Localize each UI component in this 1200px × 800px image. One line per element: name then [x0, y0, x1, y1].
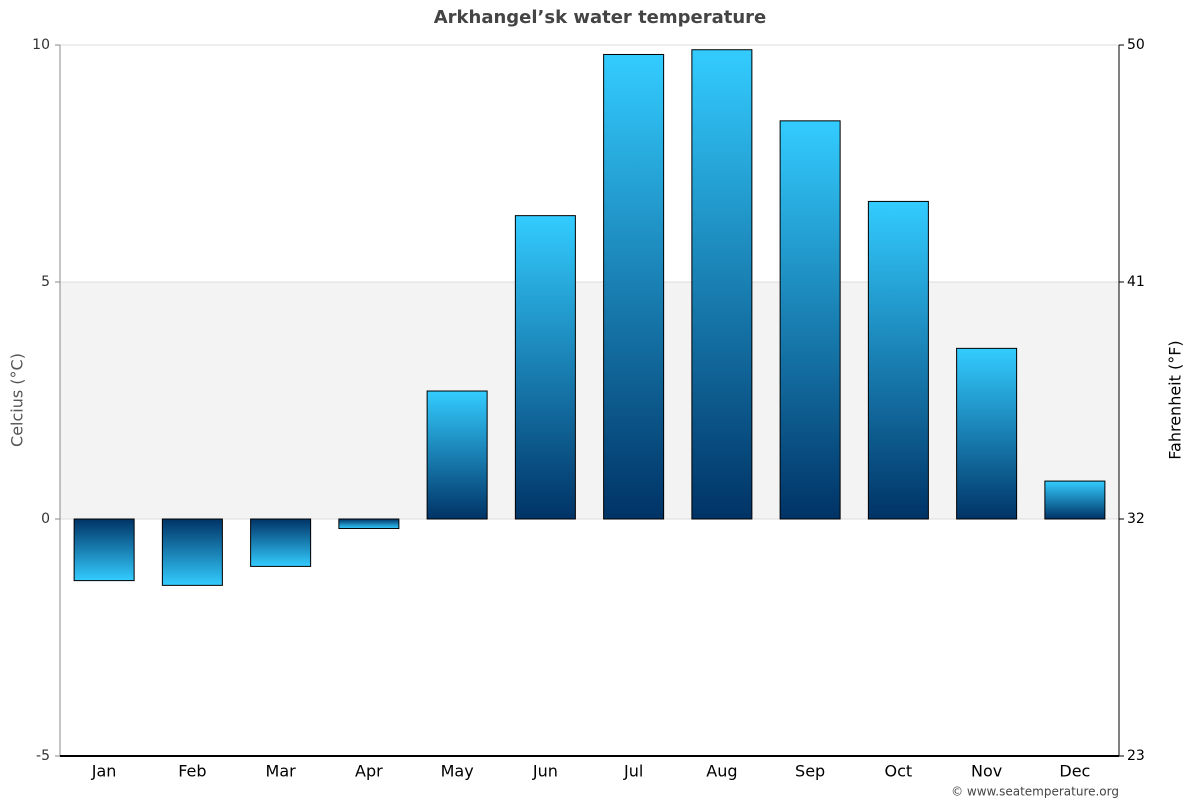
x-tick-label: Feb: [178, 762, 206, 781]
x-tick-label: May: [441, 762, 474, 781]
bar: [338, 518, 400, 529]
chart-title: Arkhangel’sk water temperature: [434, 7, 767, 28]
x-tick-label: Nov: [971, 762, 1002, 781]
bar: [779, 120, 841, 520]
x-tick-label: Jun: [532, 762, 558, 781]
bar: [514, 215, 576, 520]
x-tick-label: Aug: [706, 762, 737, 781]
y2-axis-label: Fahrenheit (°F): [1166, 340, 1185, 459]
y-tick-label: 5: [41, 274, 50, 290]
bar: [73, 518, 135, 582]
y2-tick-label: 23: [1127, 748, 1145, 764]
y-tick-label: 0: [41, 511, 50, 527]
bar: [691, 49, 753, 520]
bar: [956, 347, 1018, 520]
y2-tick-label: 41: [1127, 274, 1145, 290]
bar: [161, 518, 223, 586]
x-tick-label: Mar: [266, 762, 297, 781]
bar: [603, 53, 665, 520]
x-tick-label: Dec: [1059, 762, 1090, 781]
x-tick-label: Oct: [885, 762, 913, 781]
y-tick-label: -5: [36, 748, 50, 764]
y-tick-label: 10: [32, 37, 50, 53]
x-tick-label: Jul: [623, 762, 643, 781]
bar: [250, 518, 312, 567]
x-tick-label: Jan: [91, 762, 117, 781]
x-tick-label: Apr: [355, 762, 383, 781]
y-axis-label: Celcius (°C): [8, 353, 27, 447]
bar: [426, 390, 488, 520]
bar: [867, 200, 929, 520]
shaded-band: [60, 282, 1119, 519]
y2-tick-label: 50: [1127, 37, 1145, 53]
y2-tick-label: 32: [1127, 511, 1145, 527]
x-tick-label: Sep: [795, 762, 825, 781]
bar: [1044, 480, 1106, 520]
source-note: © www.seatemperature.org: [951, 785, 1119, 799]
